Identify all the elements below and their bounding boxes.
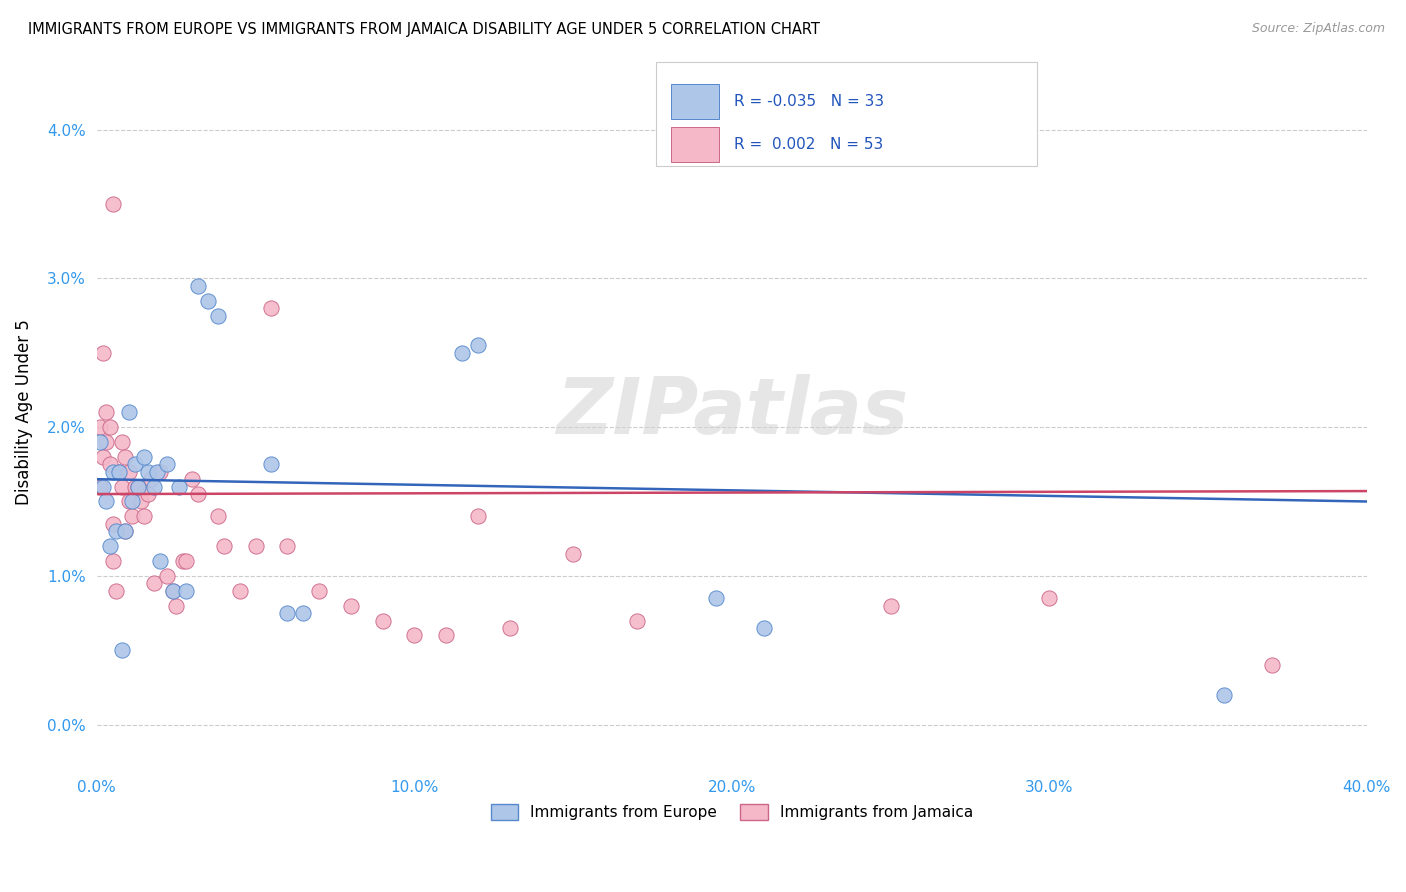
Point (162, 583, 184, 598)
Point (98, 539, 121, 553)
Point (1038, 591, 1060, 606)
Point (101, 516, 124, 531)
Point (143, 480, 166, 494)
Point (187, 487, 209, 501)
Point (165, 599, 187, 613)
Point (1260, 658, 1282, 673)
Point (117, 494, 139, 508)
Point (104, 583, 127, 598)
Point (207, 509, 229, 524)
Point (562, 547, 585, 561)
Point (752, 621, 775, 635)
Point (117, 405, 139, 419)
Point (98, 458, 121, 472)
Point (169, 480, 191, 494)
Point (114, 524, 136, 539)
Point (114, 524, 136, 539)
Point (174, 554, 197, 568)
Point (162, 583, 184, 598)
Point (96, 434, 118, 449)
Legend: Immigrants from Europe, Immigrants from Jamaica: Immigrants from Europe, Immigrants from … (485, 797, 979, 826)
Point (111, 480, 134, 494)
FancyBboxPatch shape (671, 128, 718, 161)
Point (101, 465, 124, 479)
Point (260, 458, 283, 472)
Point (104, 524, 127, 539)
Point (156, 569, 179, 583)
Point (292, 606, 315, 620)
Point (136, 465, 159, 479)
Point (89, 434, 111, 449)
Point (245, 539, 267, 553)
Text: ZIPatlas: ZIPatlas (555, 375, 908, 450)
Point (172, 554, 194, 568)
Point (207, 309, 229, 323)
Text: Source: ZipAtlas.com: Source: ZipAtlas.com (1251, 22, 1385, 36)
Point (174, 583, 197, 598)
Y-axis label: Disability Age Under 5: Disability Age Under 5 (15, 319, 32, 505)
Point (127, 480, 149, 494)
Point (98, 420, 121, 434)
Point (101, 197, 124, 211)
Point (498, 621, 520, 635)
Point (91, 450, 114, 464)
Point (212, 539, 235, 553)
Point (229, 583, 252, 598)
Point (276, 606, 298, 620)
Point (136, 487, 159, 501)
Point (156, 458, 179, 472)
Point (134, 450, 156, 464)
Point (404, 628, 426, 642)
Point (121, 494, 143, 508)
Text: IMMIGRANTS FROM EUROPE VS IMMIGRANTS FROM JAMAICA DISABILITY AGE UNDER 5 CORRELA: IMMIGRANTS FROM EUROPE VS IMMIGRANTS FRO… (28, 22, 820, 37)
Point (340, 599, 363, 613)
Point (260, 301, 283, 315)
Point (89, 480, 111, 494)
Point (1213, 688, 1236, 702)
Point (146, 465, 169, 479)
Point (108, 465, 131, 479)
Point (96, 494, 118, 508)
Point (127, 480, 149, 494)
Point (879, 599, 901, 613)
Point (117, 465, 139, 479)
Point (108, 465, 131, 479)
Point (111, 643, 134, 657)
Text: R = -0.035   N = 33: R = -0.035 N = 33 (734, 94, 884, 109)
Text: R =  0.002   N = 53: R = 0.002 N = 53 (734, 136, 883, 152)
Point (89, 420, 111, 434)
Point (96, 405, 118, 419)
Point (111, 434, 134, 449)
Point (451, 345, 474, 359)
Point (149, 465, 172, 479)
Point (467, 509, 489, 524)
FancyBboxPatch shape (671, 85, 718, 119)
Point (121, 509, 143, 524)
Point (187, 278, 209, 293)
Point (704, 591, 727, 606)
Point (101, 554, 124, 568)
Point (139, 472, 162, 486)
FancyBboxPatch shape (655, 62, 1036, 166)
Point (131, 494, 153, 508)
Point (143, 576, 166, 591)
Point (149, 554, 172, 568)
Point (276, 539, 298, 553)
Point (114, 450, 136, 464)
Point (371, 614, 394, 628)
Point (91, 345, 114, 359)
Point (197, 293, 219, 308)
Point (626, 614, 648, 628)
Point (308, 583, 330, 598)
Point (124, 480, 146, 494)
Point (134, 509, 156, 524)
Point (467, 338, 489, 352)
Point (434, 628, 457, 642)
Point (91, 480, 114, 494)
Point (124, 458, 146, 472)
Point (181, 472, 204, 486)
